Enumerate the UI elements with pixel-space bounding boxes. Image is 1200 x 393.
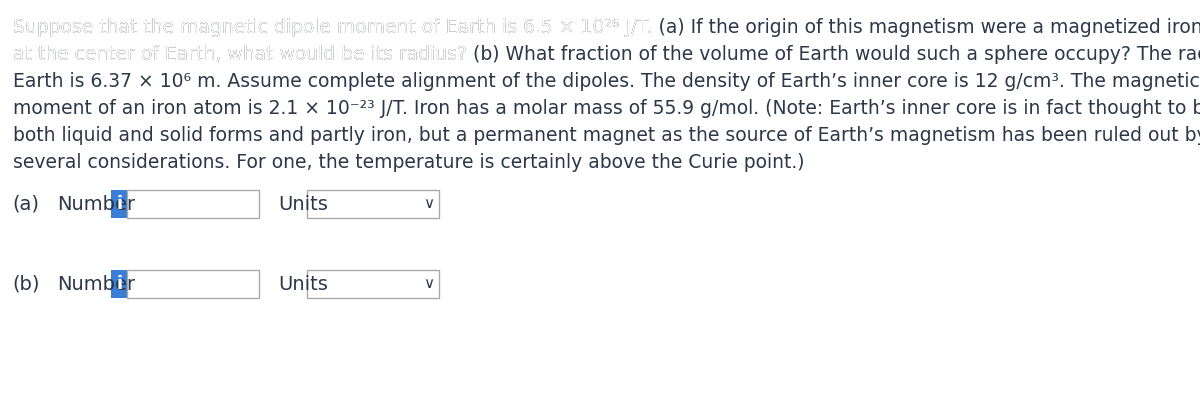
- FancyBboxPatch shape: [307, 190, 439, 218]
- Text: i: i: [116, 275, 122, 293]
- Text: moment of an iron atom is 2.1 × 10⁻²³ J/T. Iron has a molar mass of 55.9 g/mol. : moment of an iron atom is 2.1 × 10⁻²³ J/…: [13, 99, 1200, 118]
- Text: both liquid and solid forms and partly iron, but a permanent magnet as the sourc: both liquid and solid forms and partly i…: [13, 126, 1200, 145]
- Text: (a): (a): [13, 195, 40, 213]
- Text: Units: Units: [278, 274, 328, 294]
- Text: Suppose that the magnetic dipole moment of Earth is 6.5 × 10²⁶ J/T. (a) If the o: Suppose that the magnetic dipole moment …: [13, 18, 1200, 37]
- Text: ∨: ∨: [422, 196, 433, 211]
- FancyBboxPatch shape: [127, 190, 259, 218]
- Text: at the center of Earth, what would be its radius?: at the center of Earth, what would be it…: [13, 45, 473, 64]
- FancyBboxPatch shape: [127, 270, 259, 298]
- Text: (b): (b): [13, 274, 41, 294]
- Text: several considerations. For one, the temperature is certainly above the Curie po: several considerations. For one, the tem…: [13, 153, 804, 172]
- Text: Number: Number: [58, 274, 136, 294]
- Text: Units: Units: [278, 195, 328, 213]
- Text: Earth is 6.37 × 10⁶ m. Assume complete alignment of the dipoles. The density of : Earth is 6.37 × 10⁶ m. Assume complete a…: [13, 72, 1200, 91]
- Text: ∨: ∨: [422, 277, 433, 292]
- Text: i: i: [116, 195, 122, 213]
- Text: Number: Number: [58, 195, 136, 213]
- FancyBboxPatch shape: [112, 190, 127, 218]
- Text: at the center of Earth, what would be its radius? (b) What fraction of the volum: at the center of Earth, what would be it…: [13, 45, 1200, 64]
- FancyBboxPatch shape: [307, 270, 439, 298]
- Text: Suppose that the magnetic dipole moment of Earth is 6.5 × 10²⁶ J/T.: Suppose that the magnetic dipole moment …: [13, 18, 659, 37]
- FancyBboxPatch shape: [112, 270, 127, 298]
